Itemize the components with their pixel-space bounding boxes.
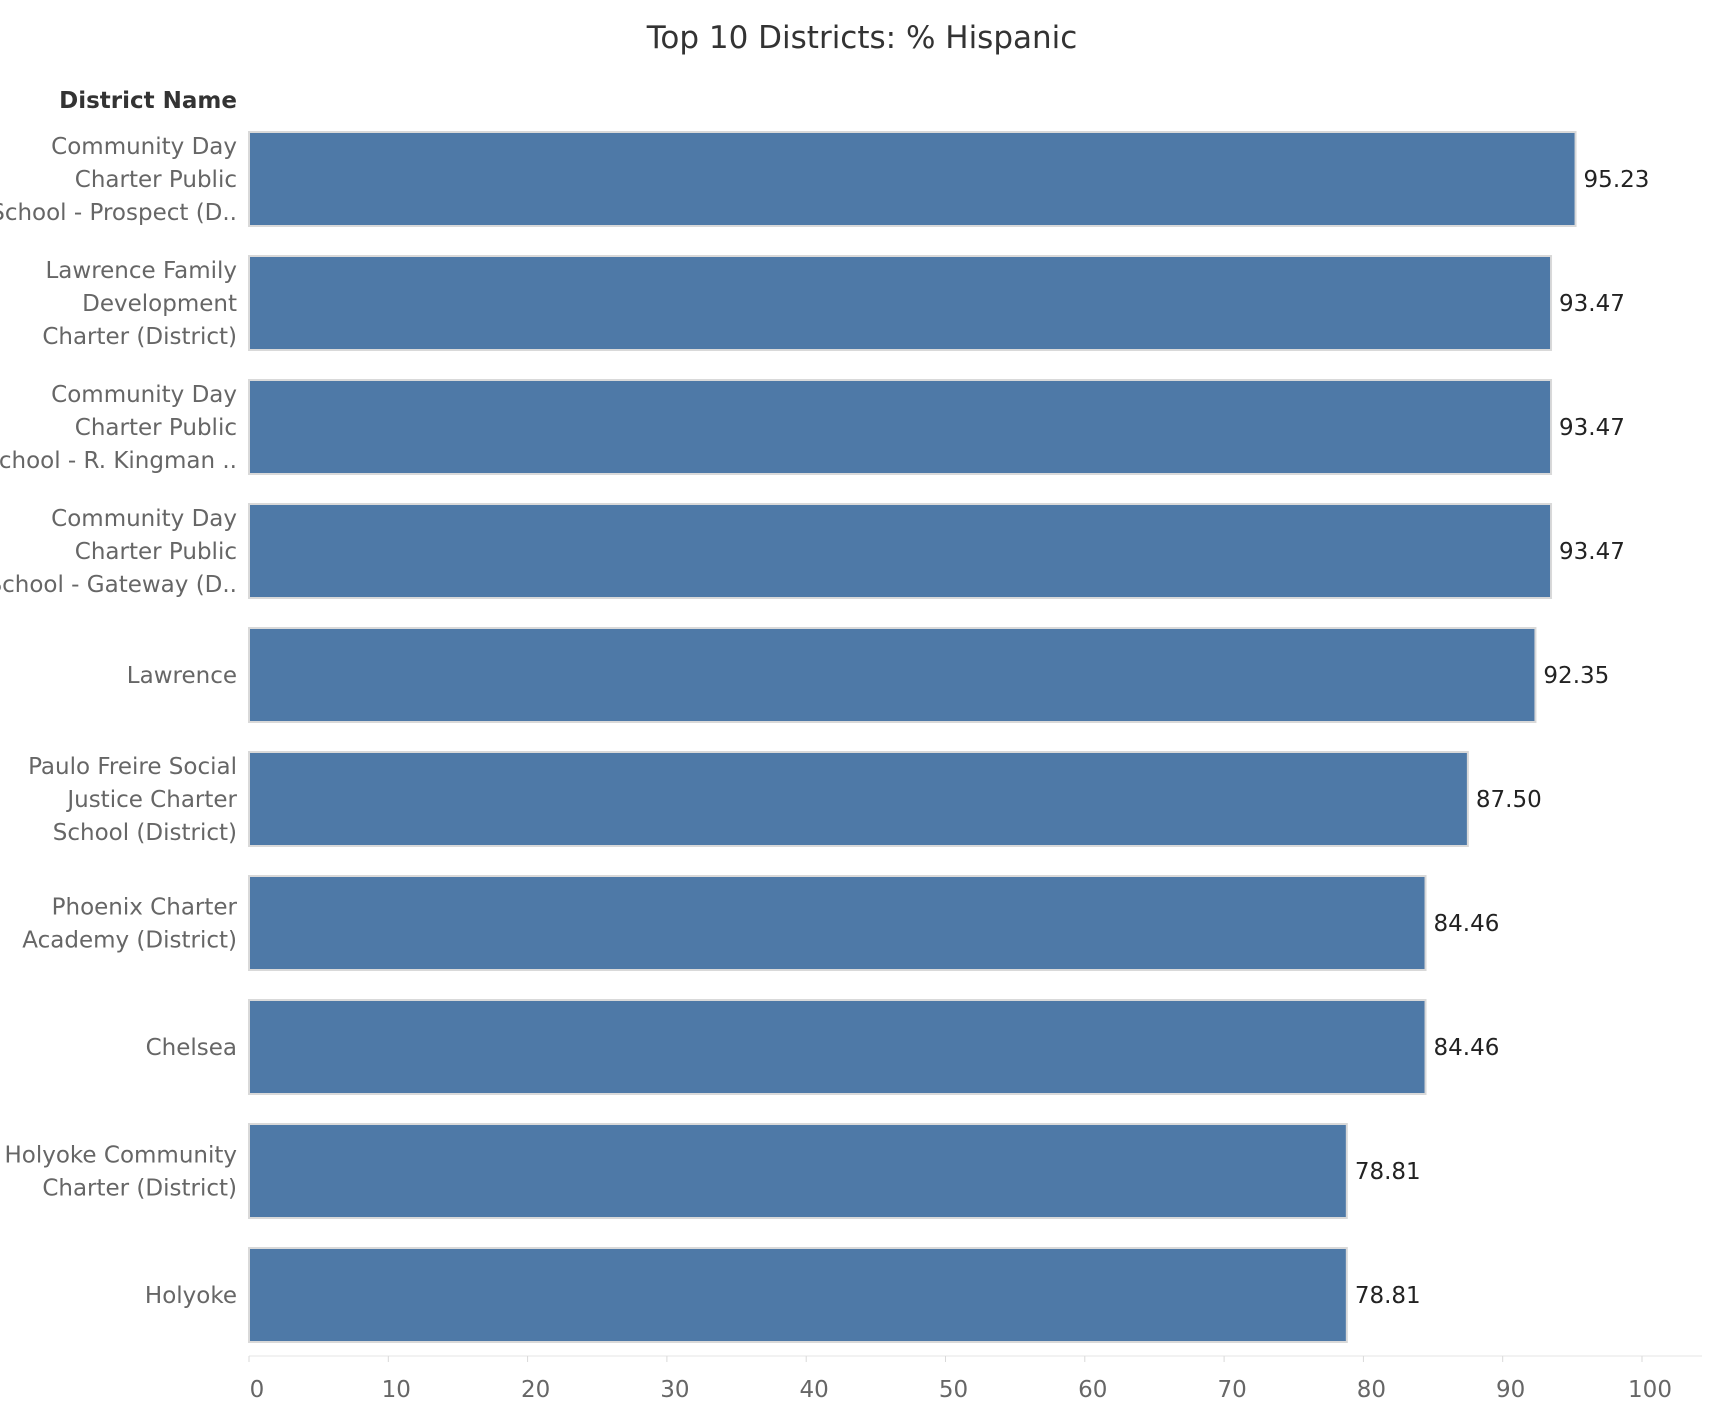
category-label-line: Justice Charter xyxy=(65,787,237,813)
bar-9 xyxy=(248,1123,1348,1219)
category-label-8: Chelsea xyxy=(146,1035,237,1061)
category-label-line: Paulo Freire Social xyxy=(28,754,237,780)
x-tick-label: 80 xyxy=(1357,1377,1386,1403)
category-label-line: Community Day xyxy=(51,506,237,532)
category-label-line: Holyoke xyxy=(145,1283,237,1309)
category-label-line: School (District) xyxy=(53,820,237,846)
chart-title: Top 10 Districts: % Hispanic xyxy=(646,20,1078,56)
category-label-line: Charter (District) xyxy=(42,324,237,350)
x-axis: 0 10 20 30 40 50 60 70 80 90 100 xyxy=(248,1355,1702,1403)
row-header-district-name: District Name xyxy=(59,88,237,114)
x-tick-label: 30 xyxy=(660,1377,689,1403)
category-label-line: Community Day xyxy=(51,134,237,160)
x-tick-label: 0 xyxy=(250,1377,265,1403)
x-tick-label: 10 xyxy=(382,1377,411,1403)
bar-5 xyxy=(248,627,1537,723)
bars xyxy=(248,131,1577,1343)
x-tick-label: 100 xyxy=(1628,1377,1672,1403)
category-label-line: Lawrence xyxy=(127,663,237,689)
x-tick-label: 70 xyxy=(1217,1377,1246,1403)
category-label-6: Paulo Freire Social Justice Charter School… xyxy=(28,754,237,846)
x-tick-label: 60 xyxy=(1078,1377,1107,1403)
value-label-4: 93.47 xyxy=(1559,539,1625,565)
category-label-line: School - Gateway (D.. xyxy=(0,572,237,598)
category-label-line: Academy (District) xyxy=(22,928,237,954)
category-label-1: Community Day Charter Public School - Pros… xyxy=(0,134,237,226)
category-label-4: Community Day Charter Public School - Gate… xyxy=(0,506,237,598)
category-label-line: Chelsea xyxy=(146,1035,237,1061)
category-label-5: Lawrence xyxy=(127,663,237,689)
value-label-8: 84.46 xyxy=(1434,1035,1500,1061)
category-label-line: Charter Public xyxy=(75,539,237,565)
x-tick-label: 40 xyxy=(800,1377,829,1403)
category-label-10: Holyoke xyxy=(145,1283,237,1309)
bar-1 xyxy=(248,131,1577,227)
bar-8 xyxy=(248,999,1427,1095)
bar-6 xyxy=(248,751,1469,847)
x-tick-label: 20 xyxy=(521,1377,550,1403)
category-label-line: School - Prospect (D.. xyxy=(0,200,237,226)
bar-10 xyxy=(248,1247,1348,1343)
x-tick-label: 90 xyxy=(1496,1377,1525,1403)
value-label-5: 92.35 xyxy=(1543,663,1609,689)
category-label-3: Community Day Charter Public School - R. K… xyxy=(0,382,237,474)
value-label-10: 78.81 xyxy=(1355,1283,1421,1309)
value-label-1: 95.23 xyxy=(1584,167,1650,193)
category-label-line: Charter Public xyxy=(75,415,237,441)
value-label-7: 84.46 xyxy=(1434,911,1500,937)
bar-3 xyxy=(248,379,1553,475)
category-label-7: Phoenix Charter Academy (District) xyxy=(22,895,237,954)
value-labels: 95.23 93.47 93.47 93.47 92.35 87.50 84.46 84.46… xyxy=(1355,167,1650,1309)
value-label-3: 93.47 xyxy=(1559,415,1625,441)
bar-4 xyxy=(248,503,1553,599)
category-label-line: Phoenix Charter xyxy=(52,895,238,921)
category-label-9: Holyoke Community Charter (District) xyxy=(4,1143,237,1202)
value-label-6: 87.50 xyxy=(1476,787,1542,813)
category-label-line: Lawrence Family xyxy=(45,258,237,284)
bar-7 xyxy=(248,875,1427,971)
category-labels: Community Day Charter Public School - Pros… xyxy=(0,134,238,1309)
value-label-2: 93.47 xyxy=(1559,291,1625,317)
bar-2 xyxy=(248,255,1553,351)
x-tick-label: 50 xyxy=(939,1377,968,1403)
category-label-line: School - R. Kingman .. xyxy=(0,448,237,474)
category-label-line: Charter (District) xyxy=(42,1176,237,1202)
category-label-2: Lawrence Family Development Charter (Distr… xyxy=(42,258,237,350)
category-label-line: Charter Public xyxy=(75,167,237,193)
category-label-line: Development xyxy=(82,291,237,317)
value-label-9: 78.81 xyxy=(1355,1159,1421,1185)
category-label-line: Community Day xyxy=(51,382,237,408)
category-label-line: Holyoke Community xyxy=(4,1143,237,1169)
